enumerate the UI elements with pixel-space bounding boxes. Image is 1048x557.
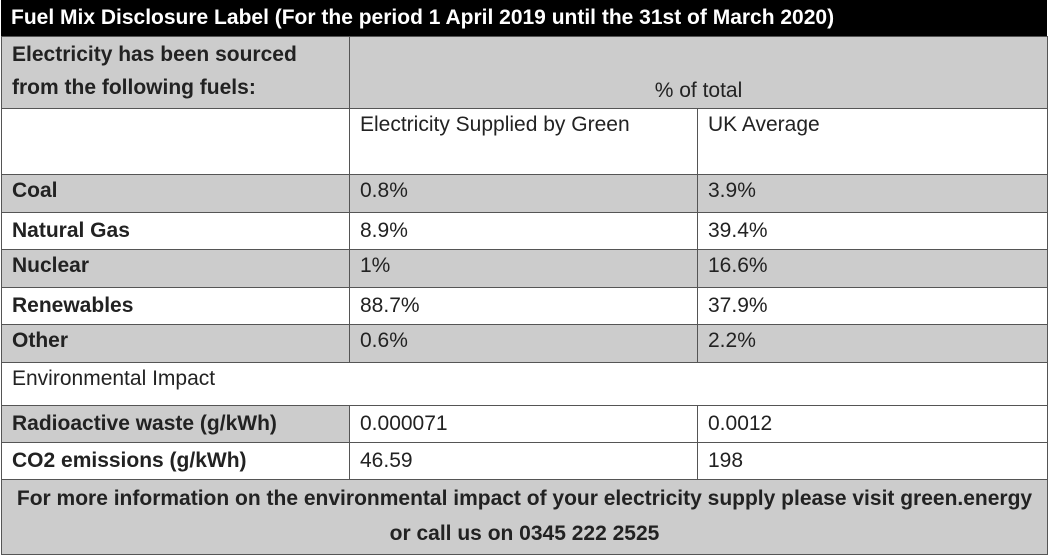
fuel-row-coal: Coal 0.8% 3.9% [1, 174, 1048, 213]
impact-row-co2-emissions: CO2 emissions (g/kWh) 46.59 198 [1, 442, 1048, 480]
supplier-value: 0.6% [349, 324, 698, 363]
uk-average-value: 16.6% [697, 249, 1048, 288]
impact-metric: CO2 emissions (g/kWh) [1, 442, 350, 480]
header-row: Electricity has been sourced from the fo… [1, 36, 1048, 109]
uk-average-value: 37.9% [697, 287, 1048, 325]
column-header-row: Electricity Supplied by Green UK Average [1, 108, 1048, 175]
supplier-value: 88.7% [349, 287, 698, 325]
fuel-name: Coal [1, 174, 350, 213]
supplier-value: 1% [349, 249, 698, 288]
uk-average-value: 198 [697, 442, 1048, 480]
supplier-value: 0.000071 [349, 405, 698, 443]
blank-header-cell [1, 108, 350, 175]
fuel-name: Natural Gas [1, 212, 350, 250]
fuel-name: Other [1, 324, 350, 363]
supplier-value: 0.8% [349, 174, 698, 213]
fuel-row-nuclear: Nuclear 1% 16.6% [1, 249, 1048, 288]
fuel-name: Renewables [1, 287, 350, 325]
supplier-value: 8.9% [349, 212, 698, 250]
fuel-row-natural-gas: Natural Gas 8.9% 39.4% [1, 212, 1048, 250]
fuel-row-renewables: Renewables 88.7% 37.9% [1, 287, 1048, 325]
uk-average-value: 3.9% [697, 174, 1048, 213]
uk-average-value: 39.4% [697, 212, 1048, 250]
fuel-row-other: Other 0.6% 2.2% [1, 324, 1048, 363]
sourced-from-label: Electricity has been sourced from the fo… [1, 36, 350, 109]
uk-average-value: 2.2% [697, 324, 1048, 363]
uk-average-column-header: UK Average [697, 108, 1048, 175]
environmental-impact-heading: Environmental Impact [1, 362, 1048, 406]
more-info-footer: For more information on the environmenta… [1, 479, 1048, 555]
page-title: Fuel Mix Disclosure Label (For the perio… [1, 0, 1047, 36]
fuel-name: Nuclear [1, 249, 350, 288]
footer-row: For more information on the environmenta… [1, 479, 1048, 555]
supplier-column-header: Electricity Supplied by Green [349, 108, 698, 175]
uk-average-value: 0.0012 [697, 405, 1048, 443]
environmental-impact-row: Environmental Impact [1, 362, 1048, 406]
supplier-value: 46.59 [349, 442, 698, 480]
fuel-mix-table: Electricity has been sourced from the fo… [1, 36, 1048, 555]
impact-metric: Radioactive waste (g/kWh) [1, 405, 350, 443]
impact-row-radioactive-waste: Radioactive waste (g/kWh) 0.000071 0.001… [1, 405, 1048, 443]
percent-of-total-label: % of total [349, 36, 1048, 109]
